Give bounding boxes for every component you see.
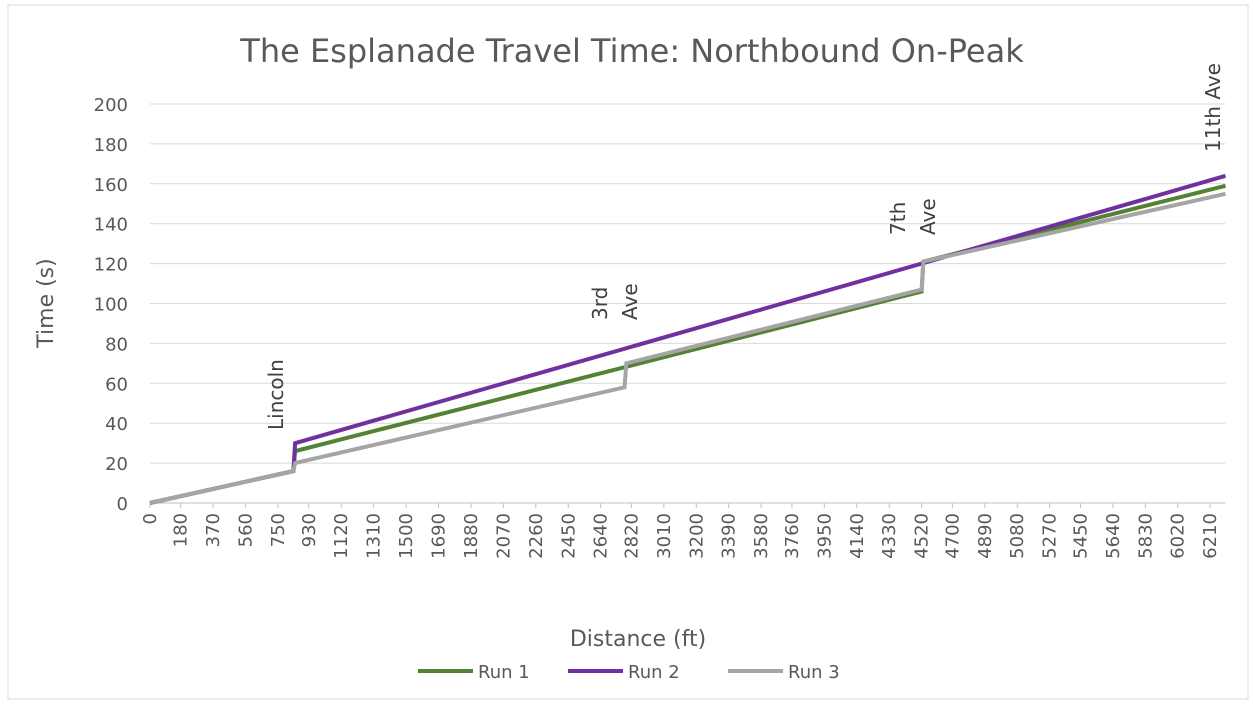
x-tick-label: 1880 (461, 513, 482, 559)
legend-label: Run 2 (628, 662, 680, 683)
y-tick-label: 180 (94, 135, 128, 156)
x-tick-label: 4140 (847, 513, 868, 559)
annotation: 11th Ave (1201, 63, 1225, 152)
x-tick-label: 5640 (1103, 513, 1124, 559)
x-tick-label: 3010 (654, 513, 675, 559)
y-tick-label: 0 (117, 494, 128, 515)
annotation: Ave (916, 198, 940, 235)
x-tick-label: 750 (268, 513, 289, 547)
x-tick-label: 1120 (331, 513, 352, 559)
chart-title: The Esplanade Travel Time: Northbound On… (239, 32, 1024, 70)
x-tick-label: 2640 (591, 513, 612, 559)
x-tick-label: 1500 (396, 513, 417, 559)
y-tick-label: 100 (94, 295, 128, 316)
x-tick-label: 2820 (621, 513, 642, 559)
legend-label: Run 3 (788, 662, 840, 683)
annotation: Lincoln (264, 359, 288, 430)
y-tick-label: 200 (94, 95, 128, 116)
x-tick-label: 4520 (912, 513, 933, 559)
x-tick-label: 4700 (942, 513, 963, 559)
x-tick-label: 4330 (879, 513, 900, 559)
x-tick-label: 560 (236, 513, 257, 547)
x-tick-label: 5450 (1070, 513, 1091, 559)
y-tick-label: 120 (94, 255, 128, 276)
x-tick-label: 6210 (1200, 513, 1221, 559)
annotation: 3rd (588, 287, 612, 320)
x-tick-label: 4890 (975, 513, 996, 559)
annotation: 7th (886, 202, 910, 235)
x-tick-label: 5080 (1007, 513, 1028, 559)
x-tick-label: 6020 (1168, 513, 1189, 559)
x-tick-label: 0 (140, 513, 161, 524)
y-tick-label: 140 (94, 215, 128, 236)
y-axis-title: Time (s) (34, 258, 59, 348)
x-tick-label: 5830 (1135, 513, 1156, 559)
x-tick-label: 2260 (526, 513, 547, 559)
y-tick-label: 60 (105, 374, 128, 395)
x-tick-label: 930 (299, 513, 320, 547)
x-tick-label: 1690 (429, 513, 450, 559)
annotation: Ave (618, 283, 642, 320)
x-tick-label: 3390 (719, 513, 740, 559)
y-tick-label: 20 (105, 454, 128, 475)
x-tick-label: 3950 (814, 513, 835, 559)
y-tick-label: 40 (105, 414, 128, 435)
y-tick-label: 160 (94, 175, 128, 196)
x-tick-label: 3200 (686, 513, 707, 559)
x-tick-label: 1310 (364, 513, 385, 559)
x-tick-label: 2450 (558, 513, 579, 559)
x-tick-label: 2070 (493, 513, 514, 559)
line-series (149, 191, 1226, 505)
x-tick-label: 3760 (782, 513, 803, 559)
x-tick-label: 370 (203, 513, 224, 547)
x-tick-label: 3580 (751, 513, 772, 559)
x-tick-label: 5270 (1040, 513, 1061, 559)
y-tick-label: 80 (105, 334, 128, 355)
x-tick-label: 180 (171, 513, 192, 547)
chart-border (7, 4, 1249, 700)
x-axis-title: Distance (ft) (570, 627, 706, 652)
legend-label: Run 1 (478, 662, 530, 683)
